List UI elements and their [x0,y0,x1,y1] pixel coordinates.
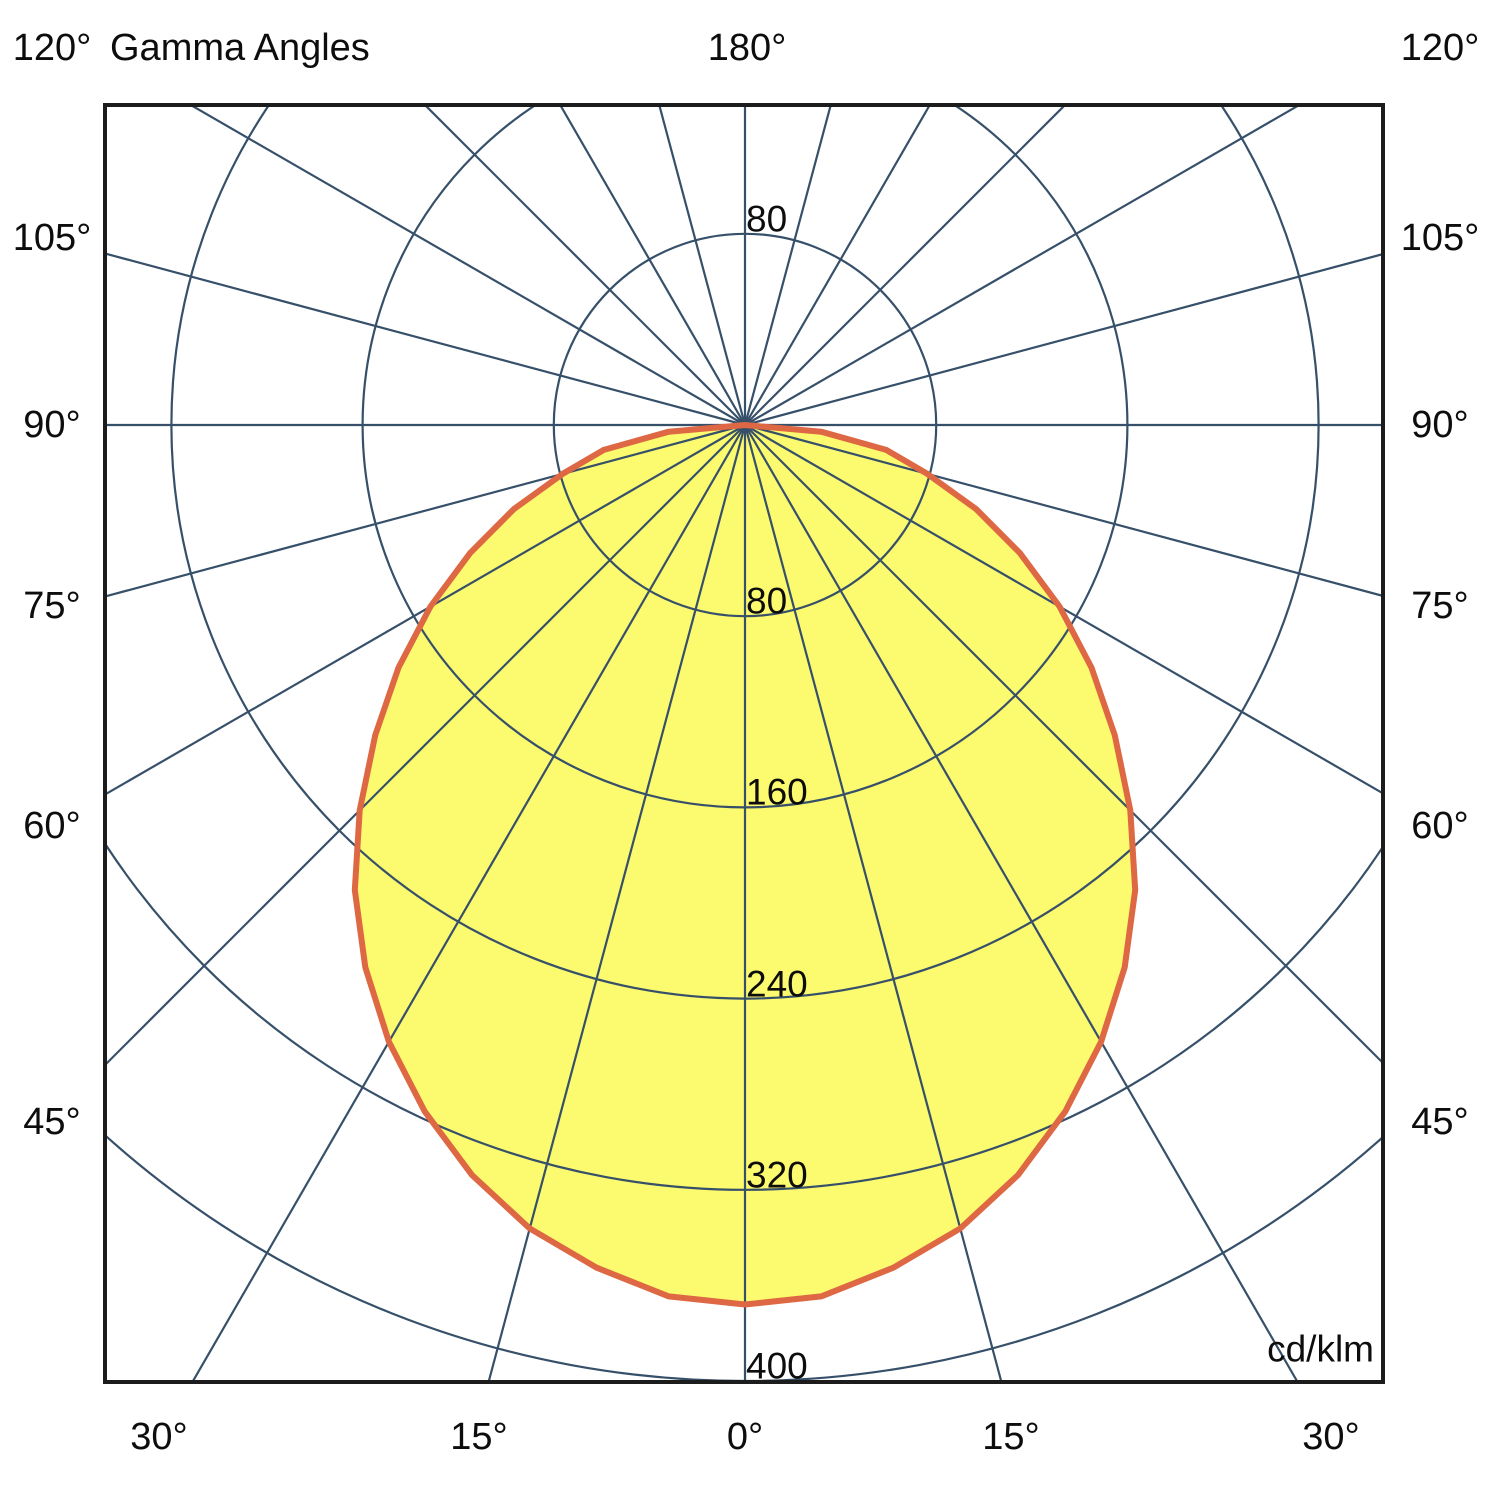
radial-tick-label-80: 80 [746,580,788,622]
gamma-axis-label-right-105: 105° [1400,217,1480,259]
chart-title: Gamma Angles [110,27,370,69]
radial-tick-label-400: 400 [746,1345,808,1387]
gamma-axis-label-right-120: 120° [1400,27,1480,69]
gamma-axis-label-left-90: 90° [23,404,81,446]
gamma-axis-label-bottom-1: 15° [450,1416,508,1458]
gamma-axis-label-180: 180° [707,27,787,69]
radial-tick-label-top-80: 80 [746,198,788,240]
gamma-axis-label-left-75: 75° [23,585,81,627]
gamma-axis-label-left-60: 60° [23,805,81,847]
radial-tick-label-160: 160 [746,771,808,813]
gamma-axis-label-left-120: 120° [12,27,92,69]
gamma-axis-label-bottom-4: 30° [1302,1416,1360,1458]
gamma-axis-label-left-105: 105° [12,217,92,259]
gamma-axis-label-right-90: 90° [1411,404,1469,446]
gamma-axis-label-right-45: 45° [1411,1101,1469,1143]
radial-tick-label-320: 320 [746,1154,808,1196]
gamma-axis-label-bottom-3: 15° [982,1416,1040,1458]
gamma-axis-label-bottom-2: 0° [726,1416,764,1458]
gamma-axis-label-right-75: 75° [1411,585,1469,627]
unit-label: cd/klm [1267,1328,1374,1370]
gamma-axis-label-bottom-0: 30° [130,1416,188,1458]
gamma-axis-label-left-45: 45° [23,1101,81,1143]
gamma-axis-label-right-60: 60° [1411,805,1469,847]
radial-tick-label-240: 240 [746,963,808,1005]
